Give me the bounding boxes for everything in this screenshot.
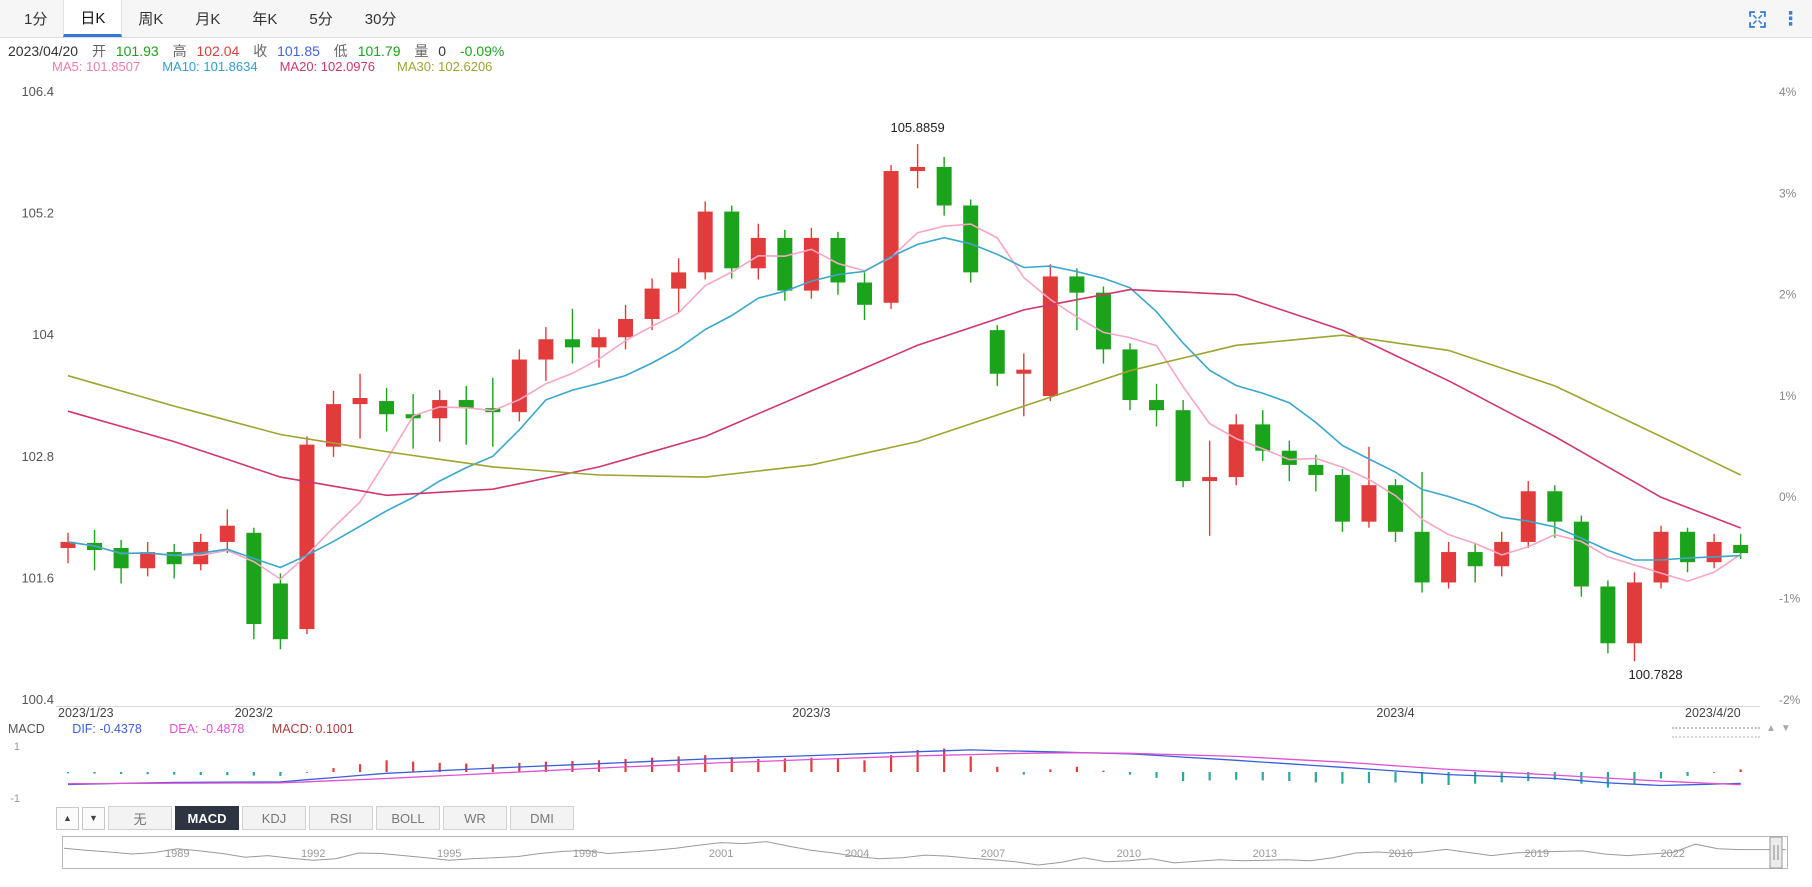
tabbar-icons: ⋮ (1748, 0, 1800, 38)
macd-title: MACD (8, 722, 45, 736)
scroll-down-button[interactable]: ▼ (82, 806, 105, 830)
macd-value: MACD: 0.1001 (271, 722, 354, 736)
volume-label: 量 (414, 43, 429, 59)
high-value: 102.04 (196, 43, 240, 59)
indicator-tab-none[interactable]: 无 (108, 806, 172, 830)
price-axis-label: 104 (32, 327, 54, 342)
indicator-tab-kdj[interactable]: KDJ (242, 806, 306, 830)
quote-line: 2023/04/20 开 101.93 高 102.04 收 101.85 低 … (8, 41, 510, 61)
open-value: 101.93 (115, 43, 159, 59)
navigator-year-label: 1998 (573, 848, 597, 860)
indicator-tab-rsi[interactable]: RSI (309, 806, 373, 830)
period-tab-1min[interactable]: 1分 (24, 11, 48, 28)
navigator-year-label: 2022 (1660, 848, 1684, 860)
x-axis-label: 2023/1/23 (58, 706, 114, 720)
navigator-year-label: 1989 (165, 848, 189, 860)
price-axis-label: 106.4 (21, 84, 54, 99)
volume-value: 0 (438, 43, 447, 59)
close-label: 收 (253, 43, 268, 59)
panel-resize-handle[interactable] (1672, 727, 1760, 738)
navigator-year-label: 2010 (1117, 848, 1141, 860)
navigator-series-line (63, 841, 1786, 866)
candlestick-chart[interactable]: 105.8859 100.7828 106.4 105.2 104 102.8 101.6 1… (0, 78, 1812, 708)
quote-date: 2023/04/20 (8, 43, 79, 59)
ma10-label: MA10: 101.8634 (162, 59, 258, 74)
ma-line-ma5 (67, 223, 1742, 583)
percent-axis-label: 3% (1779, 186, 1797, 200)
ma20-label: MA20: 102.0976 (279, 59, 375, 74)
period-tabs: 1分 日K 周K 月K 年K 5分 30分 (8, 0, 412, 37)
indicator-selector-row: ▲ ▼ 无 MACD KDJ RSI BOLL WR DMI (56, 806, 574, 830)
more-options-icon[interactable]: ⋮ (1781, 8, 1800, 30)
fullscreen-icon[interactable] (1748, 10, 1767, 29)
period-tab-daily[interactable]: 日K (63, 0, 123, 37)
percent-axis-label: 4% (1779, 85, 1797, 99)
high-label: 高 (172, 43, 187, 59)
navigator-year-label: 2019 (1525, 848, 1549, 860)
price-axis-label: 105.2 (21, 206, 54, 221)
percent-axis-label: 2% (1779, 288, 1797, 302)
period-tab-monthly[interactable]: 月K (195, 11, 221, 28)
dea-value: DEA: -0.4878 (169, 722, 245, 736)
x-axis-labels: 2023/1/23 2023/2 2023/3 2023/4 2023/4/20 (0, 706, 1812, 722)
navigator-year-label: 2007 (981, 848, 1005, 860)
period-tab-5min[interactable]: 5分 (309, 11, 333, 28)
ma-line-ma10 (67, 236, 1741, 569)
navigator-year-label: 1995 (437, 848, 461, 860)
indicator-tab-boll[interactable]: BOLL (376, 806, 440, 830)
percent-axis-label: -2% (1779, 693, 1801, 707)
macd-axis-label: 1 (14, 741, 20, 753)
scroll-up-button[interactable]: ▲ (56, 806, 79, 830)
navigator-year-label: 2004 (845, 848, 869, 860)
navigator-year-label: 2016 (1389, 848, 1413, 860)
low-annotation: 100.7828 (1628, 667, 1682, 682)
period-tab-30min[interactable]: 30分 (364, 11, 397, 28)
high-annotation: 105.8859 (890, 120, 944, 135)
period-tab-weekly[interactable]: 周K (138, 11, 164, 28)
change-percent: -0.09% (459, 43, 505, 59)
history-navigator[interactable]: 1989 1992 1995 1998 2001 2004 2007 2010 2013 2016… (0, 836, 1812, 870)
navigator-year-label: 2001 (709, 848, 733, 860)
period-tab-yearly[interactable]: 年K (252, 11, 278, 28)
dea-line (67, 752, 1741, 786)
dif-line (67, 749, 1741, 787)
navigator-year-label: 2013 (1253, 848, 1277, 860)
x-axis-label: 2023/3 (792, 706, 831, 720)
close-value: 101.85 (277, 43, 320, 59)
macd-value-row: MACD DIF: -0.4378 DEA: -0.4878 MACD: 0.1… (8, 722, 378, 736)
percent-axis-label: 1% (1779, 389, 1797, 403)
percent-axis-label: 0% (1779, 490, 1797, 504)
ma30-label: MA30: 102.6206 (397, 59, 493, 74)
x-axis-label: 2023/4 (1376, 706, 1415, 720)
open-label: 开 (91, 43, 106, 59)
x-axis-label: 2023/4/20 (1685, 706, 1741, 720)
ma-labels: MA5: 101.8507 MA10: 101.8634 MA20: 102.097… (52, 59, 514, 74)
candles (60, 144, 1749, 662)
panel-collapse-arrows[interactable]: ▲▼ (1766, 723, 1796, 734)
dif-value: DIF: -0.4378 (72, 722, 142, 736)
low-value: 101.79 (357, 43, 401, 59)
navigator-year-label: 1992 (301, 848, 325, 860)
percent-axis-label: -1% (1779, 592, 1801, 606)
indicator-tab-wr[interactable]: WR (443, 806, 507, 830)
low-label: 低 (333, 43, 348, 59)
price-axis-label: 100.4 (21, 692, 54, 707)
ma-line-ma30 (67, 334, 1742, 478)
period-tabbar: 1分 日K 周K 月K 年K 5分 30分 ⋮ (0, 0, 1812, 38)
ma-line-ma20 (67, 288, 1741, 529)
x-axis-label: 2023/2 (234, 706, 273, 720)
macd-chart[interactable]: 1 -1 (0, 740, 1812, 804)
ma5-label: MA5: 101.8507 (52, 59, 141, 74)
indicator-tab-dmi[interactable]: DMI (510, 806, 574, 830)
indicator-tab-macd[interactable]: MACD (175, 806, 239, 830)
price-axis-label: 102.8 (21, 449, 54, 464)
price-axis-label: 101.6 (21, 570, 54, 585)
navigator-slider-handle[interactable] (1769, 836, 1783, 869)
macd-axis-label: -1 (10, 793, 20, 804)
